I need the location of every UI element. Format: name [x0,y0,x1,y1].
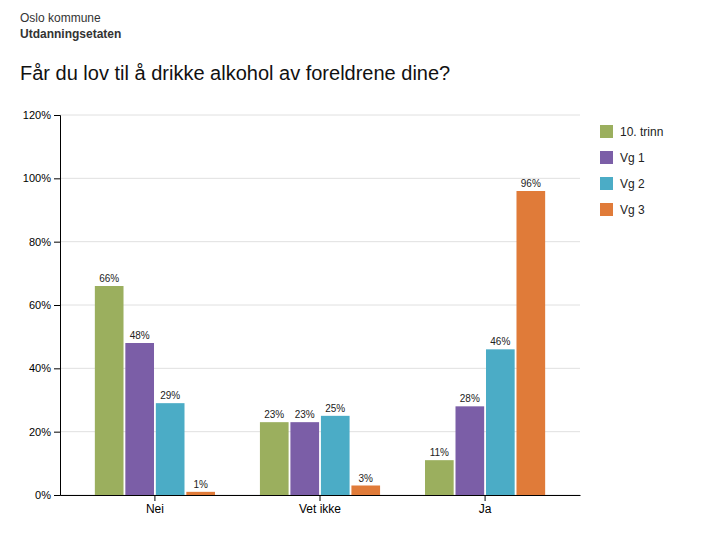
title: Får du lov til å drikke alkohol av forel… [20,62,450,84]
legend-label: Vg 3 [620,203,645,217]
data-label: 25% [325,403,345,414]
y-tick-label: 120% [23,109,51,121]
bar [321,416,350,495]
data-label: 1% [193,479,208,490]
y-axis-line [54,116,61,496]
y-tick-mark [54,305,60,306]
legend-swatch [600,203,613,216]
grid [60,115,580,495]
data-label: 23% [295,409,315,420]
grid-line [60,115,580,116]
y-tick-label: 20% [29,426,51,438]
plot: 66% 23% 11% 48% 23% 28% 29% 25% 46% 1% 3% 96% 0% 20% 4… [23,109,581,516]
y-tick: 60% [29,299,60,311]
y-tick: 0% [35,489,60,501]
grid-line [60,305,580,306]
y-axis: 0% 20% 40% 60% 80% 100% 120% [23,109,61,501]
bar [516,191,545,495]
y-tick: 120% [23,109,60,121]
data-label: 23% [264,409,284,420]
y-tick-label: 80% [29,236,51,248]
legend: 10. trinn Vg 1 Vg 2 Vg 3 [600,125,663,217]
legend-item: Vg 1 [600,151,645,165]
data-label: 28% [460,393,480,404]
legend-label: Vg 2 [620,177,645,191]
y-tick-label: 60% [29,299,51,311]
legend-item: 10. trinn [600,125,663,139]
bars [95,191,545,495]
header-text: Utdanningsetaten [20,27,121,41]
bar [290,422,319,495]
bar [351,486,380,496]
legend-swatch [600,151,613,164]
data-label: 3% [359,473,374,484]
chart-svg: Oslo kommune Utdanningsetaten Får du lov t… [0,0,720,540]
bar [486,349,515,495]
x-axis: Nei Vet ikke Ja [61,495,581,516]
bar [125,343,154,495]
y-tick-label: 40% [29,362,51,374]
x-tick-label: Nei [146,502,164,516]
legend-swatch [600,177,613,190]
y-tick: 100% [23,172,60,184]
legend-item: Vg 3 [600,203,645,217]
header-text: Oslo kommune [20,11,101,25]
data-label: 11% [430,447,449,458]
grid-line [60,178,580,179]
bar [425,460,454,495]
x-tick: Vet ikke [299,495,341,516]
legend-label: Vg 1 [620,151,645,165]
data-label: 46% [490,336,510,347]
y-tick-mark [54,115,60,116]
y-tick-mark [54,495,60,496]
data-label: 29% [160,390,180,401]
y-tick-mark [54,368,60,369]
y-tick-label: 100% [23,172,51,184]
y-tick-mark [54,432,60,433]
grid-line [60,241,580,242]
y-tick-mark [54,178,60,179]
y-tick: 20% [29,426,60,438]
data-labels: 66% 23% 11% 48% 23% 28% 29% 25% 46% 1% 3% 96% [99,178,541,490]
data-label: 66% [99,273,119,284]
legend-label: 10. trinn [620,125,663,139]
bar [156,403,185,495]
x-tick: Nei [146,495,164,516]
legend-item: Vg 2 [600,177,645,191]
x-tick-mark [320,495,321,501]
data-label: 96% [521,178,541,189]
x-tick-mark [154,495,155,501]
x-tick-label: Vet ikke [299,502,341,516]
y-tick: 80% [29,236,60,248]
bar [455,406,484,495]
bar [95,286,124,495]
y-tick: 40% [29,362,60,374]
y-tick-mark [54,242,60,243]
data-label: 48% [130,330,150,341]
x-tick-mark [485,495,486,501]
x-tick: Ja [479,495,492,516]
bar [186,492,215,495]
legend-swatch [600,125,613,138]
x-tick-label: Ja [479,502,492,516]
y-tick-label: 0% [35,489,51,501]
bar [260,422,289,495]
